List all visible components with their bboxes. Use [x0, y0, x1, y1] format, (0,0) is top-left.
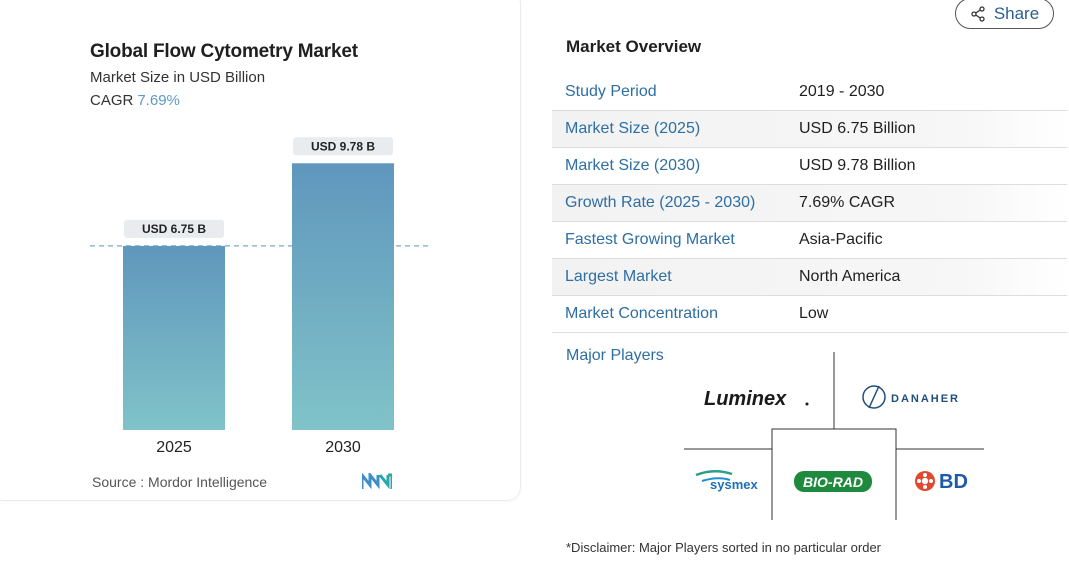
chart-subtitle: Market Size in USD Billion: [90, 69, 266, 86]
overview-label[interactable]: Largest Market: [565, 268, 672, 285]
data-label-bg: [124, 219, 224, 238]
biorad-text: BIO-RAD: [803, 474, 863, 490]
overview-label[interactable]: Market Size (2030): [565, 157, 701, 174]
overview-label[interactable]: Market Size (2025): [565, 120, 701, 137]
major-players-label[interactable]: Major Players: [566, 347, 664, 364]
overview-row: Largest Market North America: [552, 259, 1067, 296]
bar-2025: [123, 245, 225, 430]
overview-label[interactable]: Study Period: [565, 83, 657, 100]
bd-logo: BD: [915, 471, 968, 493]
x-tick-label: 2025: [156, 439, 192, 456]
market-overview-title: Market Overview: [566, 37, 702, 56]
luminex-logo: Luminex: [704, 388, 809, 410]
overview-row: Market Size (2025) USD 6.75 Billion: [552, 111, 1067, 148]
overview-value: 7.69% CAGR: [799, 194, 896, 211]
source-text: Source : Mordor Intelligence: [92, 474, 268, 490]
mordor-intelligence-logo: [362, 473, 392, 489]
x-tick-label: 2030: [325, 439, 361, 456]
cagr-line: CAGR 7.69%: [90, 92, 180, 109]
bar-chart: USD 6.75 B 2025 USD 9.78 B 2030: [90, 137, 432, 456]
cagr-value: 7.69%: [137, 92, 180, 109]
major-players-grid: Luminex DANAHER sysmex BIO-RAD BD: [684, 352, 984, 520]
overview-value: USD 6.75 Billion: [799, 120, 916, 137]
overview-table: Study Period 2019 - 2030 Market Size (20…: [552, 74, 1067, 333]
overview-value: North America: [799, 268, 901, 285]
overview-value: 2019 - 2030: [799, 83, 885, 100]
biorad-logo: BIO-RAD: [794, 471, 872, 492]
luminex-text: Luminex: [704, 388, 787, 410]
data-label: USD 6.75 B: [142, 222, 206, 236]
danaher-text: DANAHER: [891, 393, 960, 405]
overview-row: Growth Rate (2025 - 2030) 7.69% CAGR: [552, 185, 1067, 222]
overview-value: USD 9.78 Billion: [799, 157, 916, 174]
share-label: Share: [993, 3, 1040, 23]
sysmex-text: sysmex: [710, 477, 758, 492]
disclaimer: *Disclaimer: Major Players sorted in no …: [566, 540, 882, 555]
sysmex-logo: sysmex: [695, 470, 758, 492]
overview-row: Study Period 2019 - 2030: [552, 74, 1067, 111]
cagr-label: CAGR: [90, 92, 134, 109]
data-label: USD 9.78 B: [311, 139, 375, 153]
overview-label[interactable]: Fastest Growing Market: [565, 231, 735, 248]
overview-row: Market Size (2030) USD 9.78 Billion: [552, 148, 1067, 185]
share-button[interactable]: Share: [955, 0, 1054, 29]
chart-title: Global Flow Cytometry Market: [90, 41, 358, 62]
bd-text: BD: [939, 471, 968, 493]
overview-label[interactable]: Growth Rate (2025 - 2030): [565, 194, 756, 211]
overview-value: Low: [799, 305, 829, 322]
bar-2030: [292, 163, 394, 430]
share-icon: [971, 5, 985, 22]
danaher-logo: DANAHER: [862, 385, 960, 409]
overview-row: Market Concentration Low: [552, 296, 1067, 333]
overview-label[interactable]: Market Concentration: [565, 305, 718, 322]
data-label-bg: [293, 137, 393, 156]
overview-row: Fastest Growing Market Asia-Pacific: [552, 222, 1067, 259]
chart-card: [0, 0, 521, 501]
overview-value: Asia-Pacific: [799, 231, 883, 248]
